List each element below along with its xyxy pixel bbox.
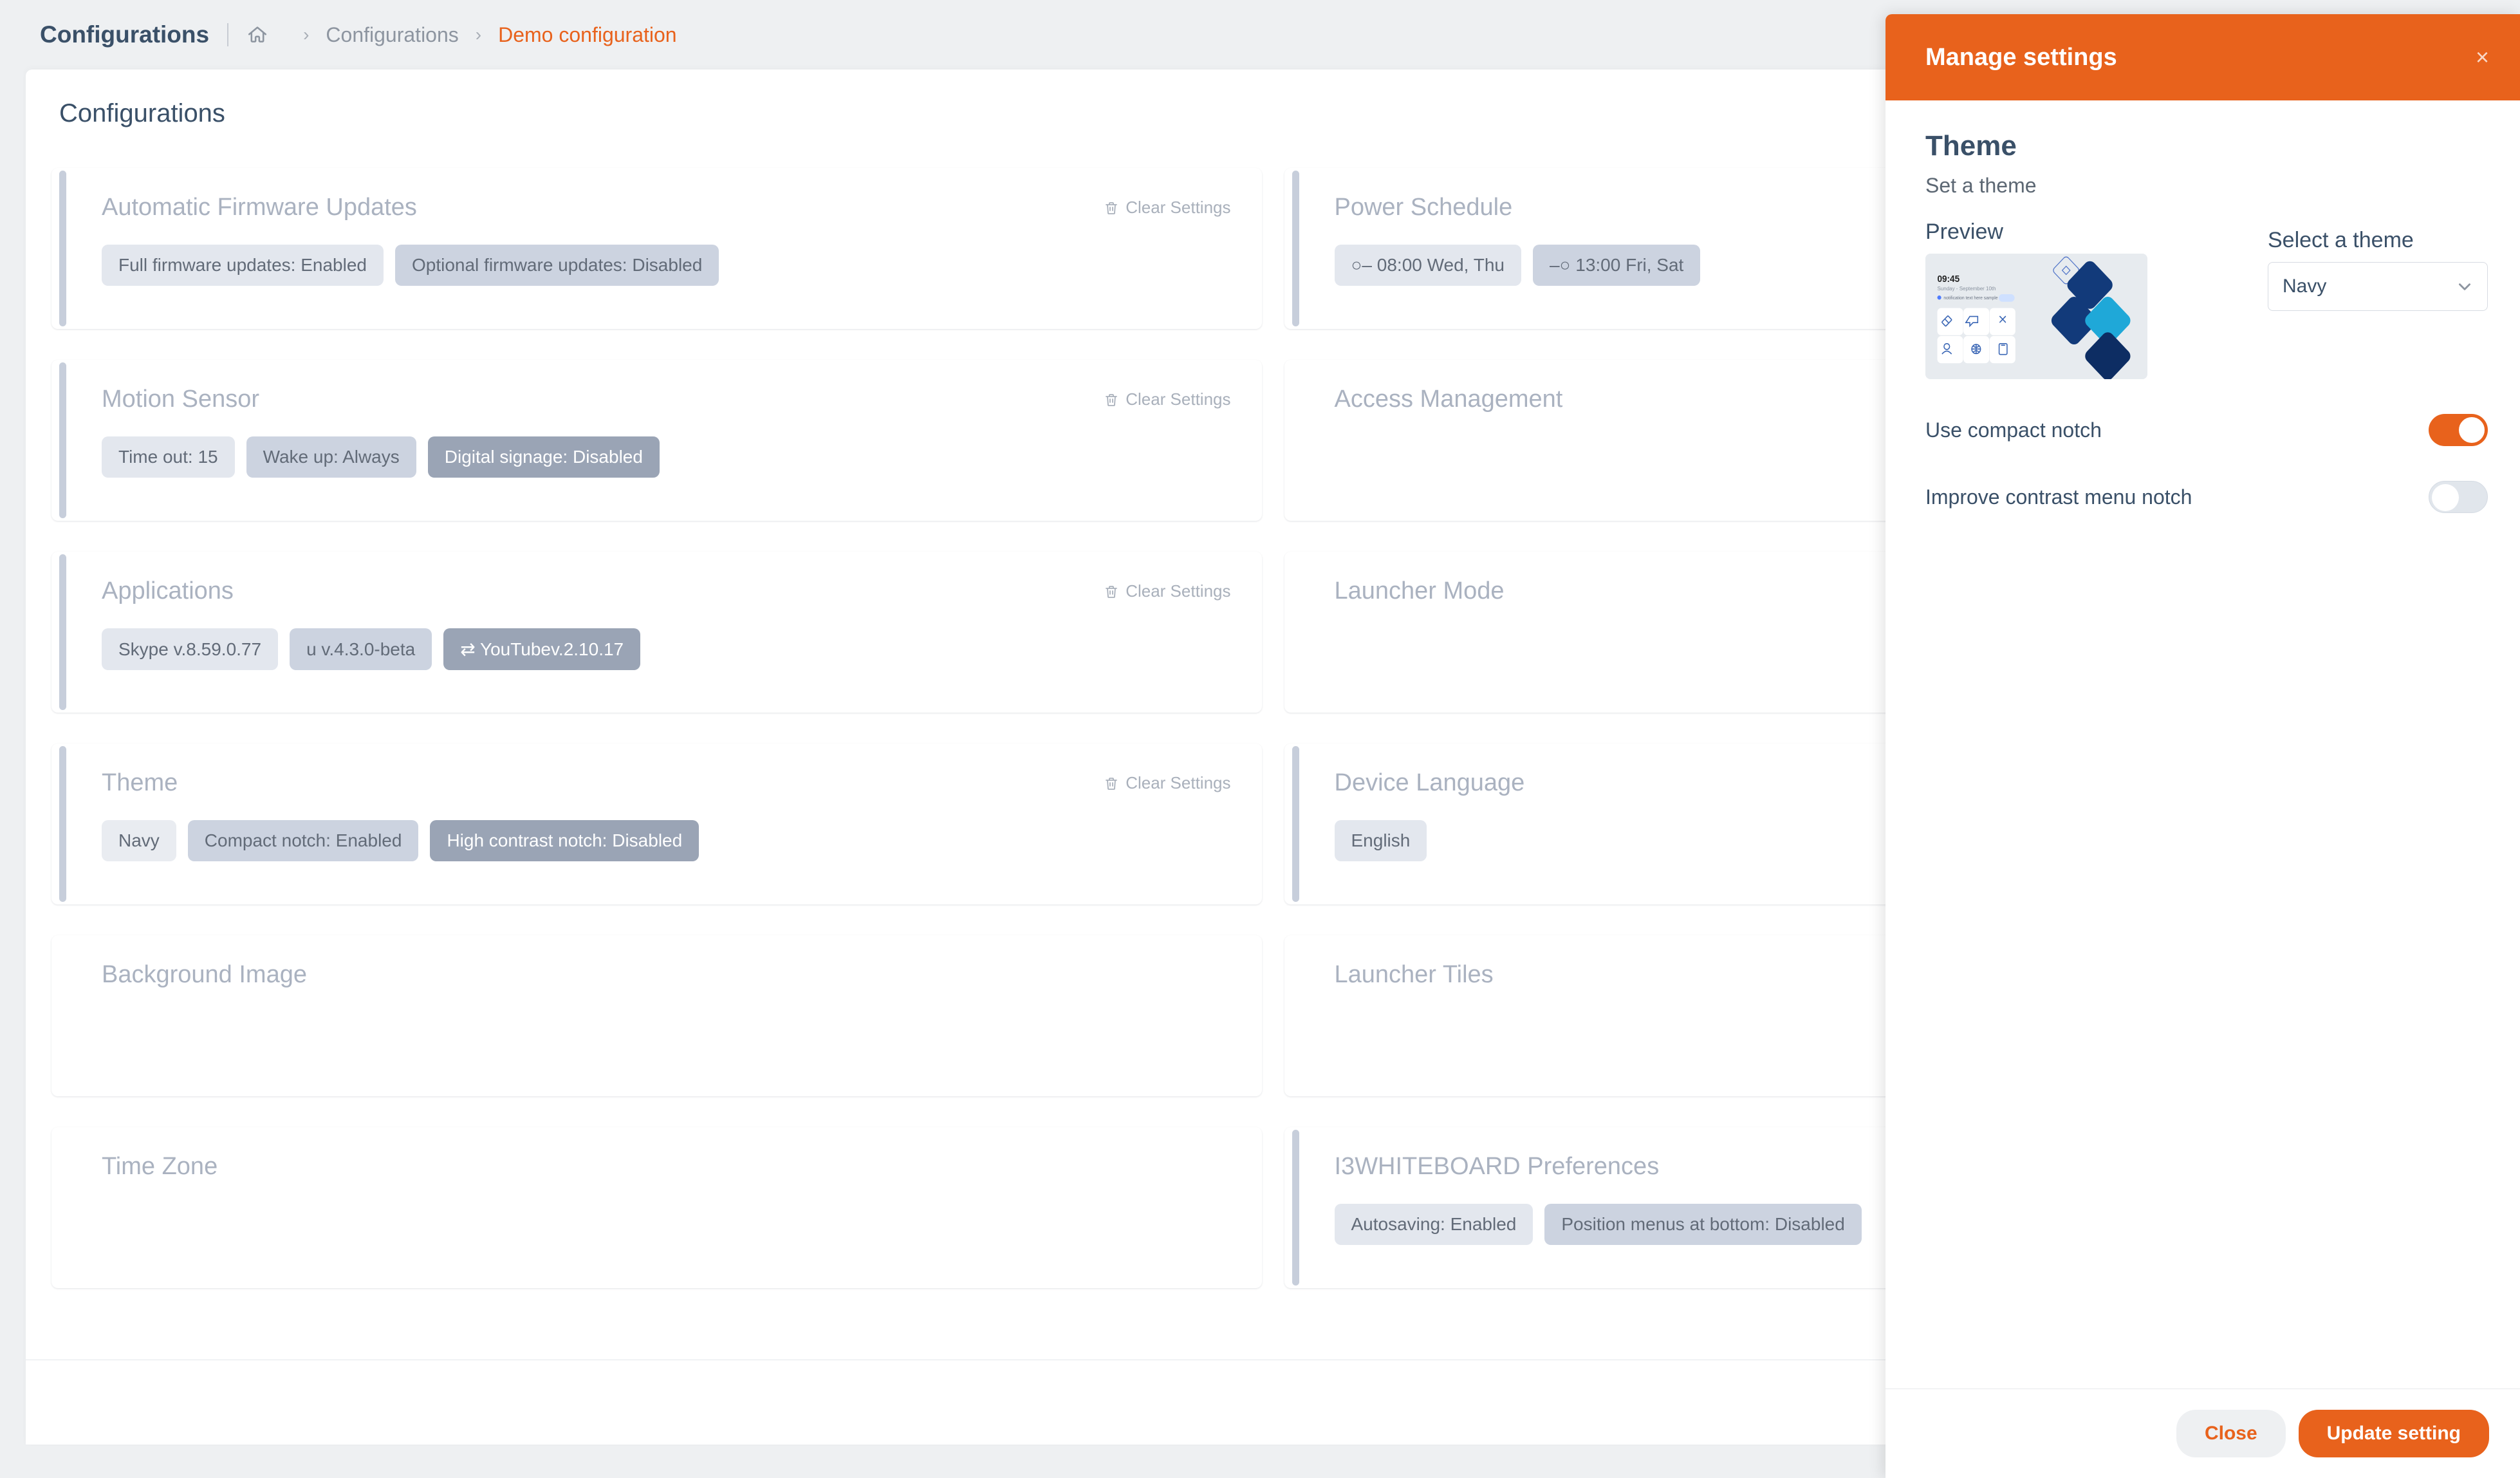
svg-text:notification text here sample: notification text here sample — [1943, 296, 1997, 301]
svg-text:Sunday - September 10th: Sunday - September 10th — [1937, 286, 1996, 292]
svg-text:09:45: 09:45 — [1937, 274, 1959, 284]
